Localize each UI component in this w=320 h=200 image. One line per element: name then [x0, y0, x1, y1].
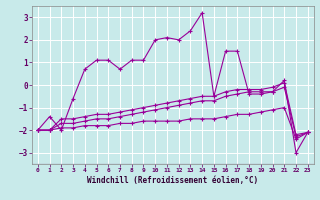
X-axis label: Windchill (Refroidissement éolien,°C): Windchill (Refroidissement éolien,°C) — [87, 176, 258, 185]
